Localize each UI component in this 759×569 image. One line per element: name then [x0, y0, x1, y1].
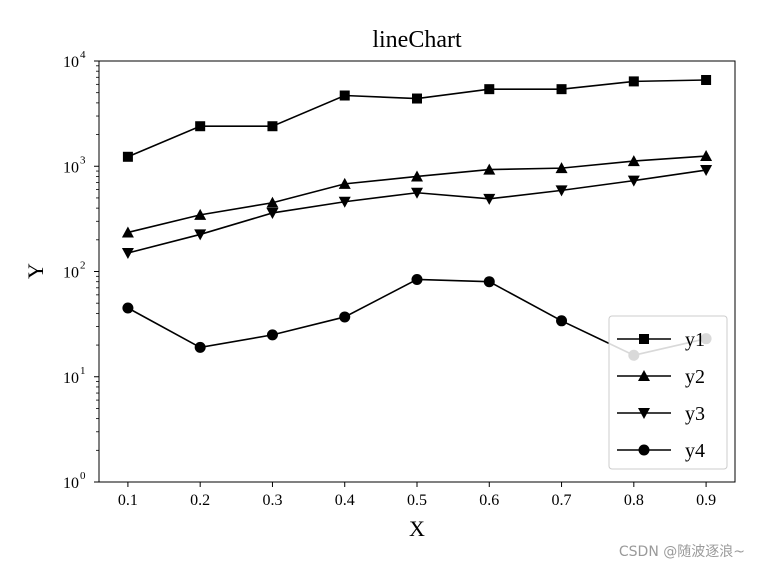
x-tick-label: 0.5 — [407, 492, 427, 509]
y-tick-base: 10 — [63, 370, 79, 387]
y-tick-exponent: 1 — [80, 365, 86, 377]
data-point-y1 — [628, 76, 639, 87]
legend: y1 y2 y3 y4 — [608, 315, 728, 470]
data-point-y3 — [555, 185, 568, 197]
data-point-y2 — [627, 155, 640, 167]
x-axis-label: X — [409, 516, 425, 541]
data-point-y3 — [627, 175, 640, 187]
legend-marker-y2 — [638, 370, 650, 381]
legend-label-y4: y4 — [685, 440, 705, 462]
y-tick-base: 10 — [63, 159, 79, 176]
data-point-y1 — [701, 74, 712, 85]
y-tick-label: 10 — [63, 475, 79, 492]
data-point-y3 — [483, 193, 496, 205]
x-tick-label: 0.7 — [552, 492, 572, 509]
legend-label-y1: y1 — [685, 329, 705, 351]
chart-title: lineChart — [372, 27, 462, 53]
y-tick-base: 10 — [63, 265, 79, 282]
data-point-y1 — [412, 93, 422, 104]
x-tick-label: 0.8 — [624, 492, 644, 509]
data-point-y1 — [267, 121, 278, 132]
data-point-y4 — [194, 341, 206, 353]
data-point-y1 — [484, 84, 495, 95]
data-point-y2 — [121, 226, 134, 238]
data-point-y2 — [483, 163, 496, 175]
legend-marker-y4 — [638, 444, 650, 456]
y-tick-base: 10 — [63, 475, 79, 492]
y-tick-base: 10 — [63, 54, 79, 71]
y-tick-exponent: 4 — [80, 49, 86, 61]
data-point-y3 — [411, 187, 423, 199]
data-point-y2 — [700, 150, 713, 162]
data-point-y3 — [266, 207, 279, 219]
series-y2 — [121, 150, 713, 238]
x-tick-label: 0.9 — [696, 492, 716, 509]
y-tick-label: 10 — [63, 54, 79, 71]
data-point-y2 — [555, 162, 568, 174]
data-point-y2 — [194, 208, 207, 220]
y-tick-label: 10 — [63, 159, 79, 176]
legend-box — [608, 315, 728, 470]
series-line-y3 — [127, 169, 707, 254]
data-point-y3 — [121, 247, 134, 259]
x-tick-label: 0.4 — [335, 492, 355, 509]
series-y1 — [122, 74, 712, 162]
y-tick-exponent: 2 — [80, 260, 86, 272]
legend-marker-y1 — [639, 334, 649, 344]
x-tick-label: 0.2 — [190, 492, 210, 509]
y-axis-label: Y — [23, 263, 48, 279]
data-point-y1 — [122, 151, 133, 162]
data-point-y3 — [194, 229, 207, 241]
data-point-y3 — [700, 165, 713, 177]
series-line-y1 — [127, 79, 707, 158]
x-tick-label: 0.3 — [262, 492, 282, 509]
x-axis-ticks: 0.1 0.2 0.3 0.4 0.5 0.6 0.7 0.8 0.9 — [118, 482, 716, 509]
data-point-y2 — [266, 196, 279, 208]
legend-marker-y3 — [638, 408, 650, 419]
y-tick-exponent: 3 — [80, 154, 86, 166]
legend-label-y3: y3 — [685, 403, 705, 425]
data-point-y4 — [556, 315, 568, 327]
data-point-y4 — [122, 302, 134, 314]
data-point-y1 — [339, 90, 350, 101]
data-point-y1 — [556, 84, 567, 95]
y-tick-exponent: 0 — [80, 470, 86, 482]
x-tick-label: 0.1 — [118, 492, 138, 509]
data-point-y2 — [338, 177, 351, 189]
data-point-y4 — [266, 329, 278, 341]
data-point-y2 — [411, 170, 423, 182]
watermark: CSDN @随波逐浪~ — [618, 544, 745, 560]
data-point-y4 — [483, 276, 495, 288]
legend-label-y2: y2 — [685, 366, 705, 388]
x-tick-label: 0.6 — [479, 492, 499, 509]
series-y3 — [121, 165, 713, 259]
data-point-y3 — [338, 196, 351, 208]
y-tick-label: 10 — [63, 265, 79, 282]
data-point-y1 — [195, 121, 206, 132]
data-point-y4 — [411, 273, 423, 285]
y-tick-label: 10 — [63, 370, 79, 387]
data-point-y4 — [339, 311, 351, 323]
